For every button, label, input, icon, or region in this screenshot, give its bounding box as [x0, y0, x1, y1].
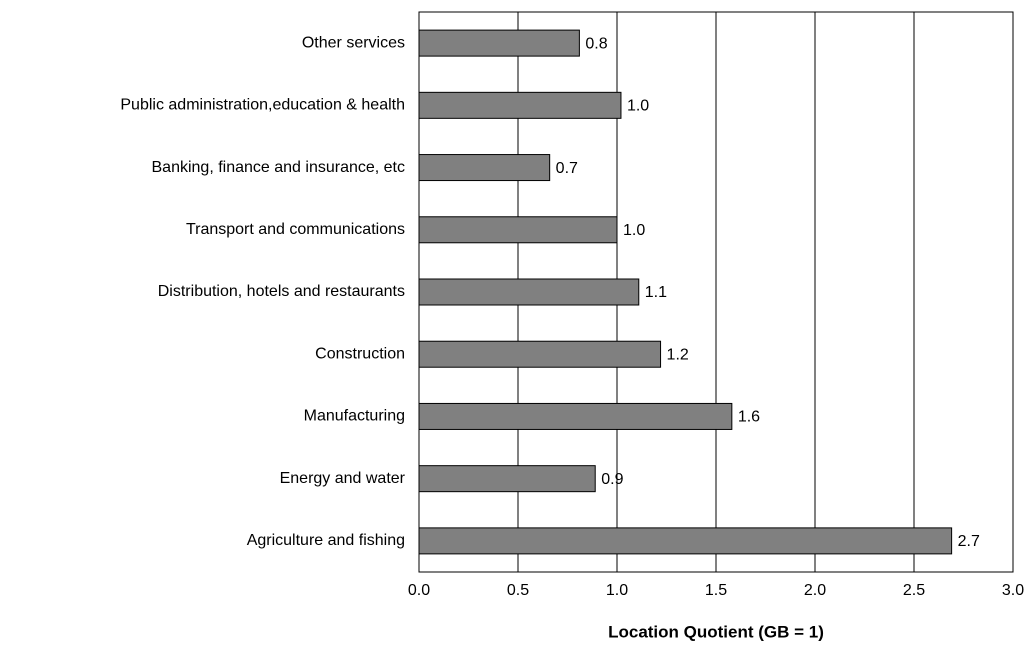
- value-label: 1.1: [645, 284, 667, 301]
- y-tick-label: Energy and water: [280, 470, 406, 487]
- y-tick-label: Distribution, hotels and restaurants: [158, 283, 405, 300]
- bar: [418, 340, 662, 368]
- y-tick-label: Banking, finance and insurance, etc: [152, 159, 406, 176]
- value-label: 2.7: [958, 533, 980, 550]
- y-tick-label: Public administration,education & health: [120, 97, 405, 114]
- value-label: 0.9: [601, 471, 623, 488]
- bar: [418, 29, 580, 57]
- value-label: 0.8: [585, 35, 607, 52]
- value-label: 1.2: [667, 346, 689, 363]
- x-tick-label: 0.5: [507, 582, 529, 599]
- bar: [418, 91, 622, 119]
- x-tick-label: 3.0: [1002, 582, 1024, 599]
- x-tick-label: 1.5: [705, 582, 727, 599]
- bar: [418, 278, 640, 306]
- bar: [418, 527, 953, 555]
- bar: [418, 465, 596, 493]
- x-tick-label: 0.0: [408, 582, 430, 599]
- value-label: 1.0: [623, 222, 645, 239]
- y-tick-label: Transport and communications: [186, 221, 405, 238]
- y-tick-label: Agriculture and fishing: [247, 532, 405, 549]
- bar: [418, 402, 733, 430]
- y-tick-label: Construction: [315, 345, 405, 362]
- x-tick-label: 2.5: [903, 582, 925, 599]
- bar: [418, 154, 551, 182]
- y-tick-label: Manufacturing: [304, 408, 405, 425]
- x-tick-label: 1.0: [606, 582, 628, 599]
- value-label: 0.7: [556, 160, 578, 177]
- x-axis-title: Location Quotient (GB = 1): [608, 622, 824, 641]
- x-tick-label: 2.0: [804, 582, 826, 599]
- value-label: 1.0: [627, 98, 649, 115]
- bar: [418, 216, 618, 244]
- value-label: 1.6: [738, 409, 760, 426]
- y-tick-label: Other services: [302, 34, 405, 51]
